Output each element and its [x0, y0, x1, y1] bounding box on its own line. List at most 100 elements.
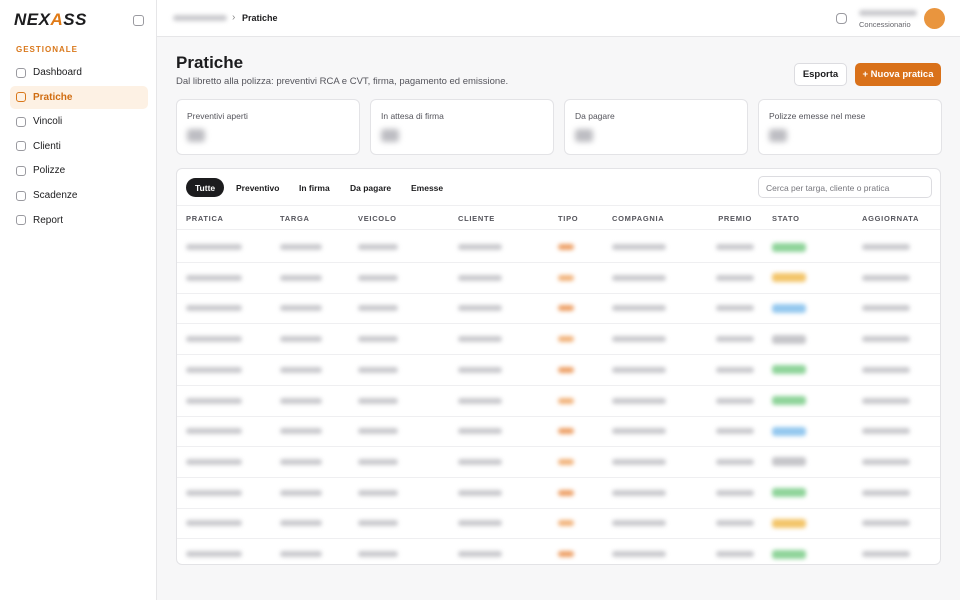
blurred-cell	[558, 520, 574, 527]
blurred-cell	[186, 244, 242, 250]
filter-tab[interactable]: Da pagare	[350, 182, 392, 193]
brand-logo[interactable]: NEXASS	[14, 10, 87, 30]
stat-card: In attesa di firma	[370, 99, 554, 155]
blurred-cell	[716, 305, 754, 312]
avatar[interactable]	[924, 8, 945, 29]
blurred-cell	[862, 305, 910, 312]
filter-tab[interactable]: In firma	[299, 182, 330, 193]
nav-icon	[16, 165, 26, 176]
collapse-toggle[interactable]	[133, 15, 144, 26]
filter-tab[interactable]: Emesse	[411, 182, 444, 193]
breadcrumb-blurred[interactable]	[173, 15, 227, 21]
blurred-cell	[558, 305, 574, 312]
blurred-cell	[558, 458, 574, 465]
stat-label: Da pagare	[575, 111, 615, 121]
row-divider	[177, 323, 940, 325]
blurred-cell	[280, 274, 322, 281]
nav-icon	[16, 67, 26, 78]
column-header: VEICOLO	[358, 214, 397, 223]
row-divider	[177, 507, 940, 509]
stat-value-blurred	[187, 129, 205, 142]
blurred-cell	[862, 428, 910, 435]
blurred-cell	[558, 336, 574, 343]
nav-item[interactable]: Report	[10, 209, 148, 232]
filter-tab[interactable]: Preventivo	[236, 182, 280, 193]
blurred-cell	[862, 397, 910, 404]
stat-label: Polizze emesse nel mese	[769, 111, 866, 121]
blurred-cell	[862, 551, 910, 557]
nav-item[interactable]: Dashboard	[10, 61, 148, 84]
column-header: PRATICA	[186, 214, 224, 223]
column-header: COMPAGNIA	[612, 214, 665, 223]
nav-label: Scadenze	[33, 190, 78, 201]
stat-value-blurred	[381, 129, 399, 142]
blurred-cell	[358, 366, 398, 373]
divider	[177, 229, 940, 230]
blurred-cell	[716, 489, 754, 496]
blurred-cell	[862, 274, 910, 281]
blurred-cell	[772, 426, 806, 436]
column-header: AGGIORNATA	[862, 214, 920, 223]
blurred-cell	[280, 336, 322, 343]
blurred-cell	[716, 336, 754, 343]
blurred-cell	[862, 520, 910, 527]
blurred-cell	[186, 458, 242, 465]
blurred-cell	[612, 336, 666, 343]
nav-label: Clienti	[33, 140, 61, 152]
blurred-cell	[280, 428, 322, 435]
blurred-cell	[358, 336, 398, 343]
brand-part: SS	[63, 10, 87, 29]
nav-item[interactable]: Clienti	[10, 135, 148, 158]
nav-label: Report	[33, 214, 64, 226]
blurred-cell	[716, 244, 754, 250]
filter-tab[interactable]: Tutte	[186, 178, 225, 197]
blurred-cell	[458, 274, 502, 281]
blurred-cell	[716, 551, 754, 557]
sidebar: NEXASS GESTIONALE Dashboard Pratiche Vinco…	[0, 0, 157, 600]
nav-label: Polizze	[33, 165, 66, 177]
blurred-cell	[186, 428, 242, 435]
nav-item[interactable]: Scadenze	[10, 184, 148, 207]
row-divider	[177, 446, 940, 448]
blurred-cell	[358, 397, 398, 404]
row-divider	[177, 292, 940, 294]
blurred-cell	[772, 242, 806, 252]
search-input[interactable]: Cerca per targa, cliente o pratica	[758, 176, 932, 198]
notifications-icon[interactable]	[836, 13, 847, 24]
blurred-cell	[612, 397, 666, 404]
page-subtitle: Dal libretto alla polizza: preventivi RC…	[176, 76, 509, 87]
nav-icon	[16, 190, 26, 201]
blurred-cell	[280, 551, 322, 557]
nav-item[interactable]: Pratiche	[10, 85, 148, 109]
blurred-cell	[612, 428, 666, 435]
nav-item[interactable]: Vincoli	[10, 110, 148, 133]
nav-label: Vincoli	[33, 116, 63, 128]
user-name-blurred	[859, 10, 917, 16]
nav-item[interactable]: Polizze	[10, 159, 148, 182]
stat-label: In attesa di firma	[381, 111, 444, 121]
export-button[interactable]: Esporta	[794, 63, 847, 86]
blurred-cell	[612, 489, 666, 496]
blurred-cell	[358, 244, 398, 250]
stat-value-blurred	[575, 129, 593, 142]
row-divider	[177, 415, 940, 417]
row-divider	[177, 354, 940, 356]
section-label: GESTIONALE	[16, 45, 79, 54]
blurred-cell	[772, 457, 806, 467]
blurred-cell	[280, 397, 322, 404]
blurred-cell	[558, 397, 574, 404]
column-header: PREMIO	[718, 214, 752, 223]
blurred-cell	[280, 520, 322, 527]
nav-icon	[16, 92, 26, 103]
blurred-cell	[612, 551, 666, 557]
stat-label: Preventivi aperti	[187, 111, 248, 121]
blurred-cell	[716, 458, 754, 465]
column-header: TARGA	[280, 214, 310, 223]
new-button[interactable]: + Nuova pratica	[855, 63, 941, 86]
topbar: › Pratiche Concessionario	[157, 0, 960, 37]
blurred-cell	[458, 428, 502, 435]
column-header: CLIENTE	[458, 214, 495, 223]
stat-value-blurred	[769, 129, 787, 142]
blurred-cell	[612, 520, 666, 527]
